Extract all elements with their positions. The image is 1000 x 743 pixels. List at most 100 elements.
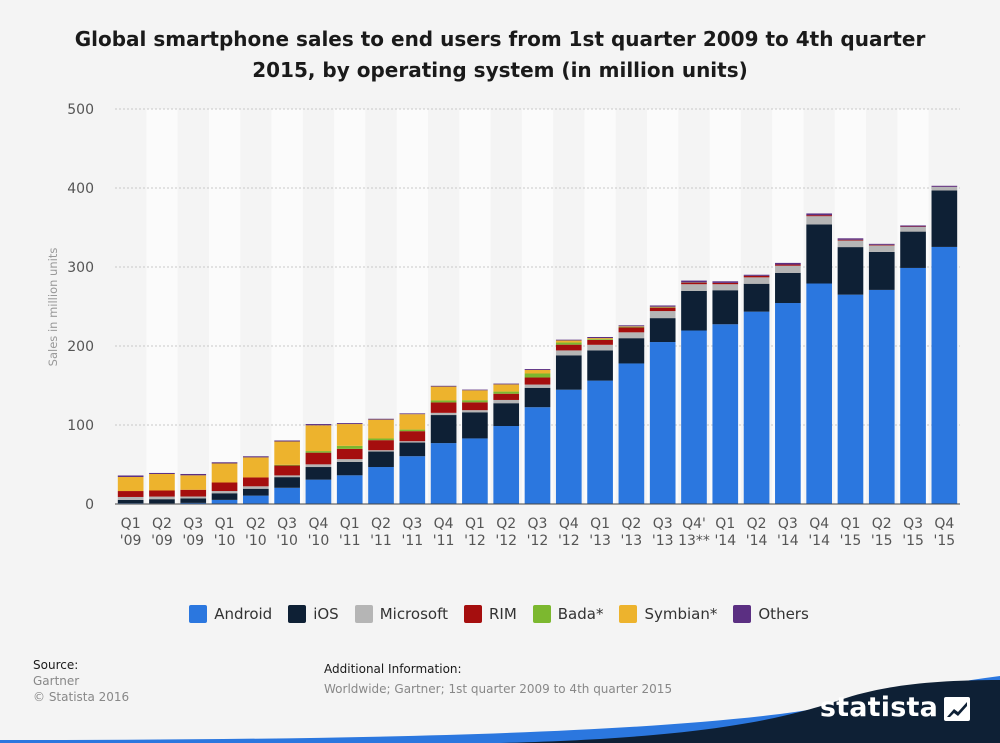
bar-segment-rim[interactable] [868, 244, 895, 246]
statista-logo-text[interactable]: statista [819, 692, 938, 723]
bar-segment-others[interactable] [931, 185, 958, 187]
bar-segment-rim[interactable] [681, 282, 707, 285]
bar-segment-symbian[interactable] [430, 386, 457, 401]
bar-segment-rim[interactable] [806, 215, 832, 217]
bar-segment-microsoft[interactable] [681, 284, 707, 291]
bar-segment-microsoft[interactable] [743, 277, 770, 284]
bar-segment-android[interactable] [368, 467, 394, 504]
bar-segment-ios[interactable] [649, 318, 676, 343]
bar-segment-symbian[interactable] [180, 475, 207, 490]
bar-segment-android[interactable] [681, 330, 707, 504]
bar-segment-rim[interactable] [430, 402, 457, 413]
bar-segment-ios[interactable] [524, 387, 551, 408]
bar-segment-microsoft[interactable] [868, 245, 895, 252]
bar-segment-microsoft[interactable] [618, 332, 645, 339]
bar-segment-android[interactable] [211, 499, 238, 504]
bar-segment-rim[interactable] [368, 440, 394, 451]
bar-segment-ios[interactable] [274, 477, 300, 488]
bar-segment-rim[interactable] [587, 339, 613, 345]
bar-segment-microsoft[interactable] [305, 464, 332, 468]
bar-segment-android[interactable] [399, 456, 426, 504]
bar-segment-symbian[interactable] [462, 390, 488, 401]
bar-segment-android[interactable] [524, 407, 551, 504]
bar-segment-others[interactable] [649, 305, 676, 307]
bar-segment-microsoft[interactable] [775, 265, 801, 273]
bar-segment-ios[interactable] [555, 355, 582, 390]
bar-segment-bada[interactable] [555, 342, 582, 345]
bar-segment-microsoft[interactable] [493, 399, 520, 404]
bar-segment-ios[interactable] [368, 451, 394, 468]
bar-segment-rim[interactable] [399, 431, 426, 442]
bar-segment-rim[interactable] [149, 490, 175, 497]
bar-segment-microsoft[interactable] [149, 496, 175, 500]
bar-segment-others[interactable] [117, 475, 144, 477]
bar-segment-microsoft[interactable] [274, 475, 300, 478]
bar-segment-ios[interactable] [618, 338, 645, 364]
bar-segment-ios[interactable] [305, 467, 332, 480]
bar-segment-others[interactable] [900, 225, 926, 227]
bar-segment-symbian[interactable] [493, 384, 520, 392]
bar-segment-rim[interactable] [618, 327, 645, 333]
bar-segment-microsoft[interactable] [180, 496, 207, 499]
bar-segment-symbian[interactable] [274, 441, 300, 465]
bar-segment-ios[interactable] [681, 290, 707, 331]
bar-segment-microsoft[interactable] [462, 410, 488, 413]
bar-segment-ios[interactable] [743, 283, 770, 312]
bar-segment-rim[interactable] [180, 489, 207, 497]
bar-segment-symbian[interactable] [336, 424, 363, 446]
bar-segment-bada[interactable] [587, 339, 613, 340]
legend-item[interactable]: Microsoft [354, 605, 448, 623]
bar-segment-microsoft[interactable] [587, 344, 613, 351]
bar-segment-android[interactable] [555, 389, 582, 504]
bar-segment-android[interactable] [837, 294, 864, 504]
bar-segment-bada[interactable] [305, 451, 332, 453]
bar-segment-android[interactable] [462, 438, 488, 504]
bar-segment-android[interactable] [274, 487, 300, 504]
bar-segment-bada[interactable] [524, 373, 551, 378]
bar-segment-ios[interactable] [336, 461, 363, 476]
bar-segment-ios[interactable] [243, 488, 269, 496]
bar-segment-bada[interactable] [336, 445, 363, 449]
bar-segment-microsoft[interactable] [649, 311, 676, 319]
bar-segment-others[interactable] [524, 369, 551, 371]
bar-segment-bada[interactable] [399, 429, 426, 432]
bar-segment-rim[interactable] [305, 452, 332, 465]
bar-segment-rim[interactable] [775, 264, 801, 266]
bar-segment-others[interactable] [243, 456, 269, 458]
bar-segment-rim[interactable] [555, 344, 582, 351]
bar-segment-symbian[interactable] [368, 419, 394, 439]
legend-item[interactable]: RIM [463, 605, 517, 623]
statista-logo-icon[interactable] [944, 697, 970, 721]
bar-segment-microsoft[interactable] [555, 350, 582, 356]
bar-segment-microsoft[interactable] [399, 441, 426, 443]
bar-segment-others[interactable] [806, 213, 832, 216]
bar-segment-microsoft[interactable] [524, 384, 551, 388]
bar-segment-symbian[interactable] [399, 414, 426, 430]
bar-segment-rim[interactable] [211, 482, 238, 492]
bar-segment-rim[interactable] [462, 402, 488, 411]
bar-segment-microsoft[interactable] [211, 491, 238, 494]
bar-segment-ios[interactable] [712, 290, 739, 325]
bar-segment-rim[interactable] [743, 275, 770, 278]
bar-segment-android[interactable] [649, 342, 676, 504]
bar-segment-others[interactable] [775, 262, 801, 265]
bar-segment-others[interactable] [868, 243, 895, 245]
bar-segment-microsoft[interactable] [430, 412, 457, 416]
bar-segment-rim[interactable] [837, 239, 864, 241]
bar-segment-bada[interactable] [274, 464, 300, 466]
bar-segment-others[interactable] [399, 413, 426, 415]
bar-segment-bada[interactable] [430, 400, 457, 403]
bar-segment-android[interactable] [868, 289, 895, 504]
bar-segment-symbian[interactable] [305, 425, 332, 452]
bar-segment-microsoft[interactable] [336, 459, 363, 462]
bar-segment-microsoft[interactable] [117, 496, 144, 500]
bar-segment-ios[interactable] [900, 231, 926, 268]
bar-segment-android[interactable] [243, 495, 269, 504]
bar-segment-symbian[interactable] [211, 463, 238, 483]
bar-segment-others[interactable] [837, 238, 864, 240]
bar-segment-ios[interactable] [931, 190, 958, 247]
bar-segment-microsoft[interactable] [368, 450, 394, 452]
bar-segment-rim[interactable] [493, 393, 520, 400]
bar-segment-android[interactable] [712, 324, 739, 504]
bar-segment-rim[interactable] [712, 282, 739, 285]
